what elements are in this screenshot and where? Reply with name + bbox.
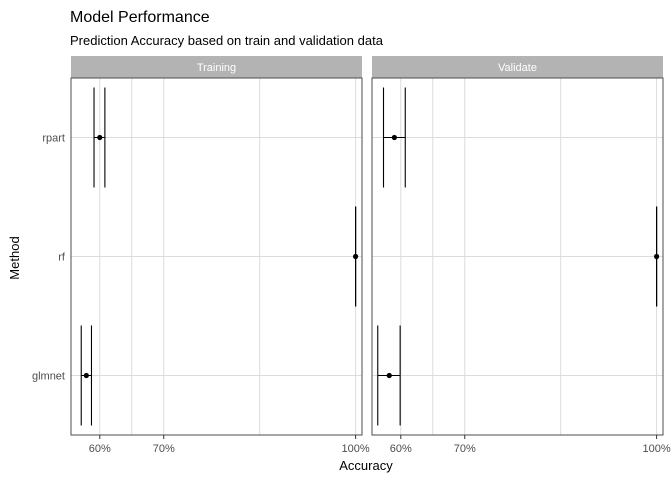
chart-subtitle: Prediction Accuracy based on train and v… [70, 33, 384, 48]
y-tick-label-rf: rf [58, 252, 66, 264]
facet-strip-label-training: Training [197, 62, 236, 74]
data-point-training-rf [353, 253, 359, 260]
chart-title: Model Performance [70, 9, 210, 26]
data-point-validate-rf [654, 253, 660, 260]
panel-border-training [70, 77, 363, 436]
x-tick-label-validate: 100% [643, 443, 671, 455]
x-tick-label-validate: 70% [454, 443, 476, 455]
x-tick-label-validate: 60% [390, 443, 412, 455]
x-axis-label: Accuracy [339, 458, 393, 473]
x-tick-label-training: 60% [89, 443, 111, 455]
facet-panels: rpart rf glmnet Training 60% 70% 100% Validate 6… [32, 56, 671, 455]
facet-strip-validate [372, 56, 663, 78]
data-point-training-glmnet [83, 372, 89, 379]
x-tick-label-training: 100% [342, 443, 370, 455]
facet-strip-training [71, 56, 362, 78]
data-point-training-rpart [97, 134, 103, 141]
data-point-validate-rpart [391, 134, 397, 141]
x-tick-label-training: 70% [153, 443, 175, 455]
y-axis-label: Method [7, 236, 22, 279]
data-point-validate-glmnet [386, 372, 392, 379]
facet-strip-label-validate: Validate [498, 62, 537, 74]
y-tick-label-rpart: rpart [42, 133, 65, 145]
panel-border-validate [371, 77, 664, 436]
y-tick-label-glmnet: glmnet [32, 371, 65, 383]
